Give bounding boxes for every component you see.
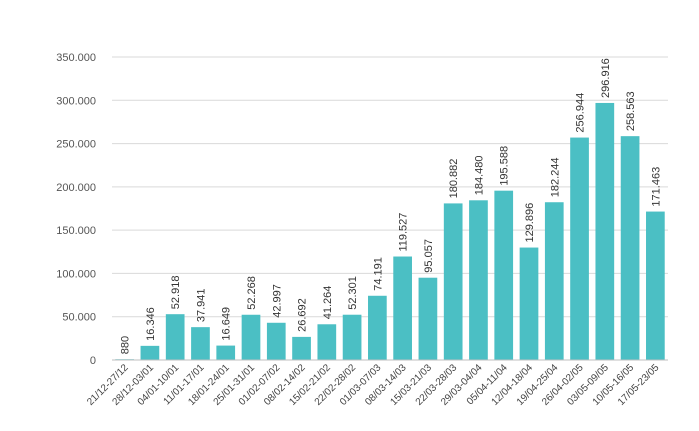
x-axis-ticks: 21/12-27/1228/12-03/0104/01-10/0111/01-1… bbox=[85, 362, 662, 408]
bar bbox=[317, 324, 337, 360]
bar bbox=[393, 256, 412, 360]
data-label: 74.191 bbox=[372, 257, 384, 291]
data-label: 26.692 bbox=[297, 298, 309, 332]
data-label: 16.346 bbox=[145, 307, 157, 341]
bar bbox=[216, 345, 236, 360]
gridlines bbox=[112, 56, 668, 318]
bar bbox=[140, 345, 160, 360]
y-tick-label: 150.000 bbox=[56, 225, 96, 237]
bar bbox=[342, 314, 362, 360]
bars bbox=[115, 102, 665, 361]
bar bbox=[646, 211, 665, 360]
data-label: 182.244 bbox=[549, 157, 561, 197]
data-label: 180.882 bbox=[448, 159, 460, 199]
bar bbox=[443, 203, 463, 360]
data-label: 52.918 bbox=[170, 276, 182, 310]
data-label: 171.463 bbox=[650, 167, 662, 207]
data-label: 129.896 bbox=[524, 203, 536, 243]
bar bbox=[469, 200, 488, 360]
data-label: 195.588 bbox=[499, 146, 511, 186]
data-label: 258.563 bbox=[625, 91, 637, 131]
y-tick-label: 0 bbox=[90, 355, 96, 367]
y-tick-label: 350.000 bbox=[56, 52, 96, 64]
bar bbox=[418, 277, 438, 360]
bar bbox=[544, 202, 564, 360]
bar bbox=[292, 336, 311, 360]
y-tick-label: 100.000 bbox=[56, 268, 96, 280]
y-tick-label: 50.000 bbox=[62, 312, 96, 324]
data-label: 184.480 bbox=[473, 156, 485, 196]
data-label: 880 bbox=[120, 336, 132, 354]
y-axis-ticks: 0 50.000 100.000 150.000 200.000 250.000 300.0… bbox=[56, 52, 96, 367]
bar bbox=[241, 314, 261, 360]
y-tick-label: 300.000 bbox=[56, 95, 96, 107]
y-tick-label: 200.000 bbox=[56, 182, 96, 194]
bar bbox=[570, 137, 589, 360]
bar bbox=[191, 327, 210, 360]
bar bbox=[494, 190, 514, 360]
bar bbox=[595, 102, 615, 361]
bar bbox=[620, 136, 640, 360]
data-label: 256.944 bbox=[575, 93, 587, 133]
data-label: 42.997 bbox=[271, 284, 283, 318]
data-label: 16.649 bbox=[221, 307, 233, 341]
data-label: 37.941 bbox=[195, 288, 207, 322]
data-label: 41.264 bbox=[322, 286, 334, 320]
data-label: 52.268 bbox=[246, 276, 258, 310]
data-label: 296.916 bbox=[600, 58, 612, 98]
bar bbox=[165, 314, 185, 360]
bar bbox=[368, 295, 387, 360]
data-label: 52.301 bbox=[347, 276, 359, 310]
data-label: 119.527 bbox=[398, 213, 410, 252]
data-labels: 880 16.346 52.918 37.941 16.649 52.268 42.997 2… bbox=[120, 58, 663, 354]
bar bbox=[519, 247, 539, 360]
data-label: 95.057 bbox=[423, 239, 435, 273]
y-tick-label: 250.000 bbox=[56, 139, 96, 151]
bar bbox=[266, 322, 286, 360]
